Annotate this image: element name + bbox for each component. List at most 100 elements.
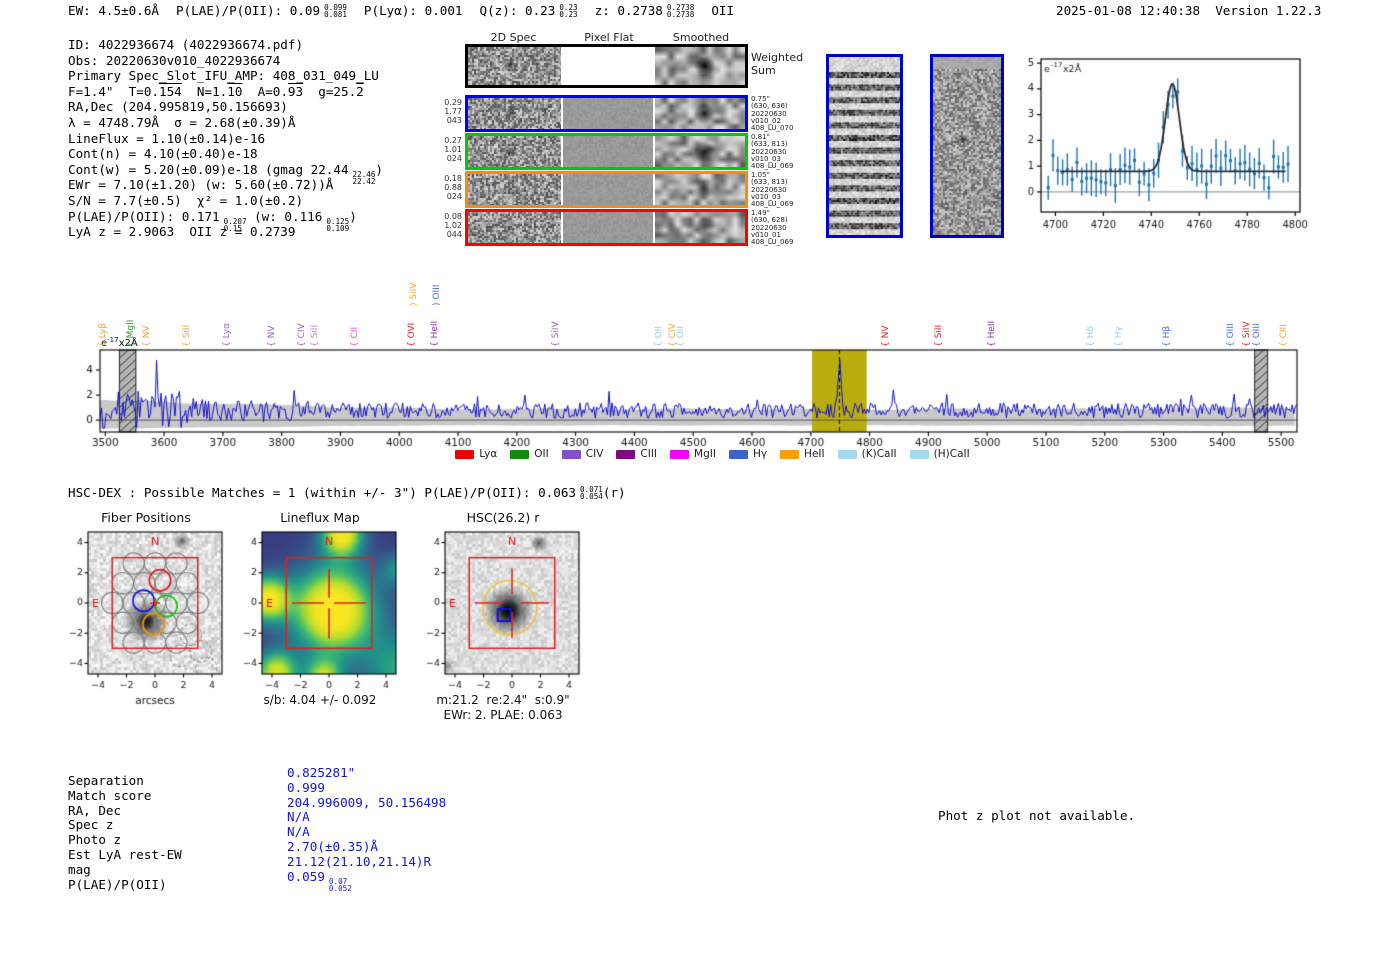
text-segment: Primary Spec_Slot_IFU_AMP: 408_031_049_L… [68, 68, 379, 84]
hsc-match-summary: HSC-DEX : Possible Matches = 1 (within +… [68, 485, 626, 501]
text-segment: 0.999 [287, 779, 325, 795]
stacked-uncertainty: 0.099 0.081 [324, 3, 347, 20]
row-fiber-id: 20220630 [751, 185, 787, 194]
text-segment: P(Lyα): 0.001 [363, 3, 463, 18]
pixel-flat-image [563, 174, 653, 205]
spec2d-row-left-labels: 0.29 1.77 043 [432, 98, 462, 125]
spec2d-row [465, 95, 748, 132]
spec2d-row-left-labels: 0.18 0.88 024 [432, 174, 462, 201]
spec2d-column-header: Pixel Flat [584, 31, 634, 44]
upper-bound: 0.23 [559, 3, 578, 12]
text-segment: F=1.4" T=0. [68, 83, 159, 99]
spec2d-row-right-labels: 0.81" (633, 813) 20220630 v010_03 408_LU_069 [751, 133, 813, 170]
hsc-caption-2: EWr: 2. PLAE: 0.063 [443, 708, 563, 722]
lower-bound: 0.081 [324, 10, 347, 20]
match-field-value: 0.059 0.07 0.052 [287, 868, 446, 893]
text-segment: (w: 0.116 [246, 208, 323, 224]
lineflux-map-title: Lineflux Map [280, 510, 360, 525]
match-field-value: 21.12(21.10,21.14)R [287, 854, 446, 870]
row-fiber-id: 408_LU_070 [751, 124, 794, 133]
spec2d-row [465, 133, 748, 170]
stacked-uncertainty: 0.207 0.15 [223, 216, 247, 232]
text-segment: LineFlux = 1.10(±0.14)e-16 [68, 130, 266, 146]
emission-line-label: { HeII [987, 320, 998, 347]
info-line: LyA z = 2.9063 OII z = 0.2739 [68, 224, 383, 240]
legend-label: CIV [585, 448, 604, 460]
row-metric: 0.27 [444, 136, 462, 145]
smoothed-image [655, 212, 745, 243]
row-metric: 0.29 [444, 98, 462, 107]
weighted-sum-label: Weighted Sum [751, 51, 804, 77]
match-field-value: 0.999 [287, 779, 446, 796]
row-metric: 0.08 [444, 212, 462, 221]
header-stat: Q(z): 0.23 0.23 0.23 [480, 3, 578, 19]
legend-swatch [616, 449, 636, 459]
row-fiber-id: 1.49" [751, 209, 770, 217]
legend-item: Lyα [455, 448, 497, 460]
smoothed-image [655, 174, 745, 205]
text-segment: 204.996009, 50.156498 [287, 794, 447, 810]
hsc-cutout-canvas [417, 524, 589, 710]
emission-line-label: { HeII [430, 320, 441, 347]
spec2d-column-header: 2D Spec [490, 31, 537, 44]
info-line: P(LAE)/P(OII): 0.171 0.207 0.15 (w: 0.116 0… [68, 208, 383, 233]
text-segment: (r) [602, 485, 626, 500]
row-fiber-id: 0.75" [751, 95, 770, 103]
row-fiber-id: v010_01 [751, 230, 781, 239]
emission-line-label: { SiII [182, 324, 193, 347]
legend-swatch [455, 449, 475, 459]
emission-line-label: { CIII [1278, 324, 1289, 347]
text-segment: N=1. [181, 83, 228, 99]
text-segment: P(LAE)/P(OII): 0.09 [176, 3, 321, 18]
text-segment: EWr = 7.10(±1.20) (w: 5.60(±0.72))Å [68, 177, 334, 193]
match-table-labels: Separation Match score RA, Dec Spec z Photo … [68, 773, 182, 892]
unit-exponent: -17 [107, 336, 119, 344]
emission-line-label: { Lyα [221, 322, 232, 347]
spec2d-row-right-labels: 1.05" (633, 813) 20220630 v010_03 408_LU_069 [751, 171, 813, 209]
info-line: Cont(n) = 4.10(±0.40)e-18 [68, 146, 383, 162]
text-segment: EW: 4.5±0.6Å [68, 3, 159, 18]
header-stat: OII [711, 3, 734, 18]
text-segment: λ = 4748.79Å σ = 2.68(±0.39)Å [68, 114, 296, 130]
match-field-value: 2.70(±0.35)Å [287, 839, 446, 855]
detection-info-block: ID: 4022936674 (4022936674.pdf) Obs: 2022… [68, 37, 383, 240]
match-field-label: Est LyA rest-EW [68, 846, 182, 862]
row-fiber-id: 20220630 [751, 147, 787, 156]
lineflux-caption: s/b: 4.04 +/- 0.092 [263, 693, 377, 707]
upper-bound: 0.071 [580, 485, 603, 494]
emission-line-label: { SiIV [1241, 321, 1252, 347]
header-stat: P(LAE)/P(OII): 0.09 0.099 0.081 [176, 3, 347, 19]
spectrum-legend: Lyα OII CIV CIII MgII Hγ HeII (K)CaII (H)CaII [440, 448, 985, 460]
upper-bound: 0.125 [326, 216, 350, 226]
match-field-value: 204.996009, 50.156498 [287, 794, 447, 811]
emission-line-label: { OII [676, 326, 687, 347]
text-segment: LyA z = 2.9063 OII z = 0.2739 [68, 224, 296, 240]
upper-bound: 0.07 [328, 876, 348, 886]
match-field-label: Match score [68, 787, 152, 803]
upper-bound: 0.099 [324, 3, 347, 12]
text-segment: ID: 4022936674 (4022936674.pdf) [68, 37, 304, 52]
info-line: S/N = 7.7(±0.5) χ² = 1.0(±0.2) [68, 193, 383, 209]
info-line: Primary Spec_Slot_IFU_AMP: 408_031_049_L… [68, 68, 383, 84]
row-fiber-id: 0.81" [751, 133, 770, 141]
full-spectrum-plot [75, 346, 1325, 450]
legend-swatch [780, 449, 800, 459]
legend-item: CIII [616, 448, 657, 460]
legend-label: Hγ [752, 448, 768, 460]
text-segment: z: 0.2738 [594, 3, 663, 18]
emission-line-label: { OIII [1225, 323, 1236, 347]
spec2d-2d-image [468, 136, 561, 167]
row-fiber-id: 1.05" [751, 171, 770, 179]
legend-swatch [670, 449, 690, 459]
legend-swatch [561, 449, 581, 459]
row-metric: 044 [446, 230, 462, 239]
row-fiber-id: 408_LU_069 [751, 200, 794, 209]
header-stat: EW: 4.5±0.6Å [68, 3, 159, 18]
text-segment: 0.059 [287, 868, 325, 884]
match-field-label: Spec z [68, 817, 114, 833]
row-fiber-id: v010_03 [751, 192, 781, 201]
row-fiber-id: (630, 636) [751, 102, 788, 111]
legend-item: OII [510, 448, 549, 460]
spec2d-row-right-labels: 1.49" (630, 628) 20220630 v010_01 408_LU_069 [751, 209, 813, 246]
upper-bound: 0.207 [223, 216, 247, 226]
